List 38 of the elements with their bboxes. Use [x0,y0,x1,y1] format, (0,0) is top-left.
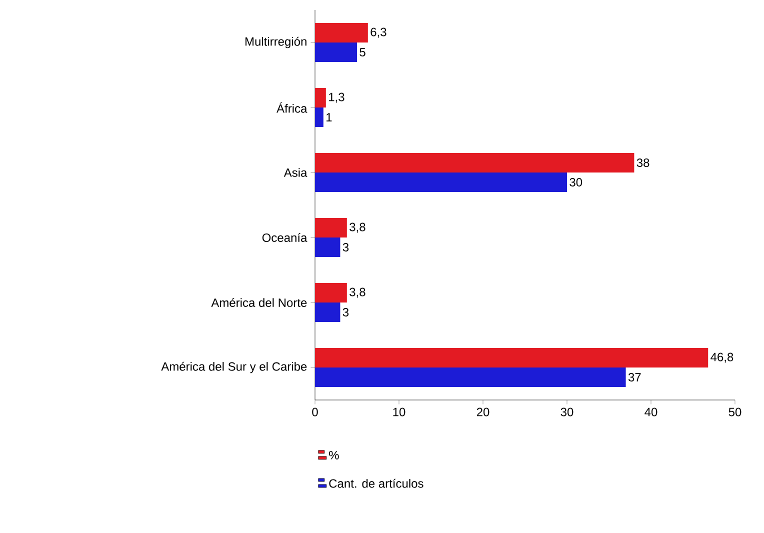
x-tick-label: 0 [312,408,318,416]
legend-label: % [329,450,339,460]
data-label: 1 [326,113,332,122]
bar [315,107,324,127]
legend-label: Cant. de artículos [329,478,424,488]
bar [315,23,368,42]
data-label: 6,3 [370,28,386,38]
bar [315,282,347,302]
x-tick-label: 40 [644,408,658,416]
x-tick-label: 30 [560,408,574,416]
data-label: 1,3 [329,92,344,103]
bar [315,302,340,322]
bar [315,42,357,62]
data-label: 38 [636,158,650,167]
bar [315,367,626,387]
x-tick-label: 50 [728,408,742,416]
bar [315,218,347,238]
y-tick-label: Asia [284,168,308,177]
bar [315,172,567,192]
y-tick-label: América del Sur y el Caribe [161,362,307,374]
bar [315,348,708,368]
data-label: 3,8 [350,222,366,233]
bar [315,152,634,172]
data-label: 5 [360,48,366,56]
x-tick-label: 20 [476,408,490,416]
bar [315,237,340,257]
data-label: 3,8 [350,288,366,298]
bar [315,88,326,108]
data-label: 46,8 [710,352,734,363]
y-tick-label: América del Norte [211,298,307,307]
data-label: 30 [570,178,582,186]
data-label: 37 [628,372,641,382]
y-tick-label: África [276,102,308,113]
y-tick-label: Multirregión [246,36,306,48]
y-tick-label: Oceanía [262,233,308,242]
data-label: 3 [342,308,349,316]
x-tick-label: 10 [393,408,406,416]
data-label: 3 [342,243,349,252]
